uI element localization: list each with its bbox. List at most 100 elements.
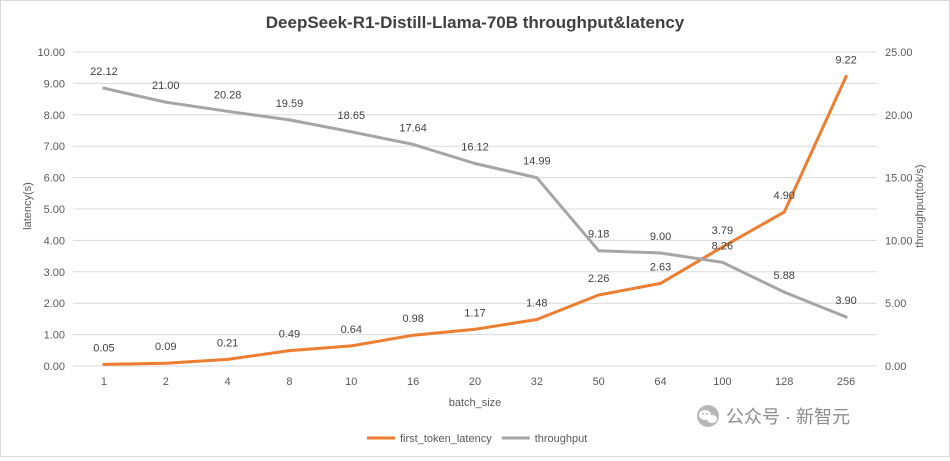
data-point xyxy=(287,118,291,122)
x-tick-label: 50 xyxy=(593,376,605,388)
data-point xyxy=(349,344,353,348)
data-labels: 0.05 0.09 0.21 0.49 0.64 0.98 1.17 1.48 2.26 2.63… xyxy=(90,54,857,354)
data-point xyxy=(844,74,848,78)
data-point xyxy=(349,130,353,134)
data-label: 20.28 xyxy=(214,89,242,101)
y-right-tick-label: 15.00 xyxy=(885,173,913,185)
data-label: 17.64 xyxy=(399,122,427,134)
data-point xyxy=(473,162,477,166)
series-line-throughput xyxy=(102,86,848,319)
data-label: 8.26 xyxy=(712,240,733,252)
data-label: 21.00 xyxy=(152,80,180,92)
y-right-tick-label: 20.00 xyxy=(885,110,913,122)
wechat-icon xyxy=(697,405,719,427)
data-label: 3.79 xyxy=(712,225,733,237)
data-label: 0.64 xyxy=(341,324,362,336)
series-lines xyxy=(102,74,848,366)
legend-label: throughput xyxy=(535,433,588,445)
data-point xyxy=(720,260,724,264)
data-label: 22.12 xyxy=(90,66,118,78)
data-label: 14.99 xyxy=(523,156,551,168)
y-left-tick-label: 3.00 xyxy=(44,267,65,279)
data-label: 9.00 xyxy=(650,231,671,243)
y-left-tick-label: 1.00 xyxy=(44,330,65,342)
data-label: 0.49 xyxy=(279,329,300,341)
data-label: 16.12 xyxy=(461,142,489,154)
data-point xyxy=(226,109,230,113)
data-label: 0.05 xyxy=(93,342,114,354)
data-point xyxy=(659,251,663,255)
x-tick-label: 10 xyxy=(345,376,357,388)
x-tick-label: 100 xyxy=(713,376,731,388)
x-tick-label: 32 xyxy=(531,376,543,388)
x-tick-label: 4 xyxy=(225,376,231,388)
watermark-text: 公众号 · 新智元 xyxy=(726,407,850,427)
x-axis-title: batch_size xyxy=(449,397,502,409)
y-axis-left-title: latency(s) xyxy=(22,182,34,230)
data-point xyxy=(411,333,415,337)
data-label: 9.22 xyxy=(835,54,856,66)
data-point xyxy=(782,210,786,214)
data-point xyxy=(164,100,168,104)
data-label: 2.26 xyxy=(588,273,609,285)
y-left-tick-label: 10.00 xyxy=(37,47,65,59)
x-tick-label: 128 xyxy=(775,376,793,388)
x-tick-label: 64 xyxy=(654,376,666,388)
right-axis-ticks: 0.00 5.00 10.00 15.00 20.00 25.00 xyxy=(885,47,913,373)
data-point xyxy=(720,245,724,249)
x-tick-label: 256 xyxy=(837,376,855,388)
series-line-first_token_latency xyxy=(102,75,848,366)
data-point xyxy=(102,362,106,366)
data-label: 9.18 xyxy=(588,229,609,241)
y-left-tick-label: 6.00 xyxy=(44,173,65,185)
x-tick-label: 20 xyxy=(469,376,481,388)
data-point xyxy=(164,361,168,365)
data-point xyxy=(102,86,106,90)
y-right-tick-label: 5.00 xyxy=(885,298,906,310)
data-point xyxy=(844,315,848,319)
data-point xyxy=(535,318,539,322)
data-point xyxy=(659,281,663,285)
data-label: 1.48 xyxy=(526,298,547,310)
x-tick-label: 2 xyxy=(163,376,169,388)
chart-title: DeepSeek-R1-Distill-Llama-70B throughput… xyxy=(266,13,685,32)
y-left-tick-label: 7.00 xyxy=(44,141,65,153)
data-label: 1.17 xyxy=(464,307,485,319)
data-label: 4.90 xyxy=(774,190,795,202)
data-label: 0.09 xyxy=(155,341,176,353)
y-left-tick-label: 5.00 xyxy=(44,204,65,216)
y-left-tick-label: 8.00 xyxy=(44,110,65,122)
x-tick-label: 1 xyxy=(101,376,107,388)
data-point xyxy=(411,142,415,146)
y-axis-right-title: throughput(tok/s) xyxy=(914,164,926,247)
y-right-tick-label: 25.00 xyxy=(885,47,913,59)
data-label: 2.63 xyxy=(650,261,671,273)
data-label: 18.65 xyxy=(338,110,366,122)
y-right-tick-label: 0.00 xyxy=(885,361,906,373)
y-left-tick-label: 9.00 xyxy=(44,78,65,90)
data-label: 19.59 xyxy=(276,98,304,110)
y-left-tick-label: 4.00 xyxy=(44,235,65,247)
x-tick-label: 16 xyxy=(407,376,419,388)
gridlines xyxy=(73,51,877,367)
x-tick-label: 8 xyxy=(286,376,292,388)
data-point xyxy=(473,327,477,331)
y-left-tick-label: 2.00 xyxy=(44,298,65,310)
data-label: 5.88 xyxy=(774,270,795,282)
left-axis-ticks: 0.00 1.00 2.00 3.00 4.00 5.00 6.00 7.00 8.00 9.00… xyxy=(37,47,65,373)
data-point xyxy=(226,357,230,361)
data-label: 3.90 xyxy=(835,295,856,307)
y-left-tick-label: 0.00 xyxy=(44,361,65,373)
legend: first_token_latency throughput xyxy=(367,433,587,445)
data-point xyxy=(535,176,539,180)
data-point xyxy=(597,293,601,297)
data-label: 0.21 xyxy=(217,337,238,349)
legend-label: first_token_latency xyxy=(400,433,492,445)
x-axis-ticks: 1 2 4 8 10 16 20 32 50 64 100 128 256 xyxy=(101,376,855,388)
watermark: 公众号 · 新智元 xyxy=(697,405,850,427)
y-right-tick-label: 10.00 xyxy=(885,235,913,247)
data-label: 0.98 xyxy=(402,313,423,325)
data-point xyxy=(597,249,601,253)
